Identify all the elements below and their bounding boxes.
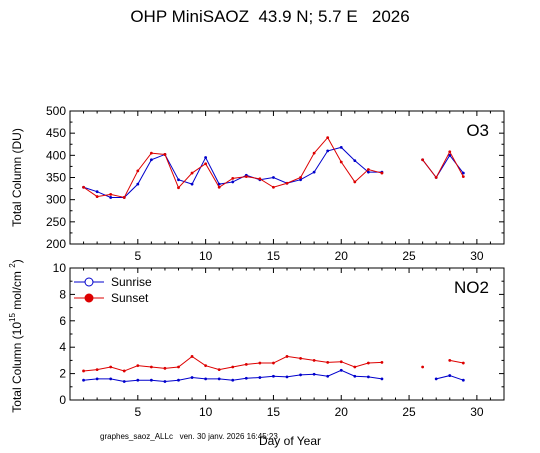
x-tick-label: 25 xyxy=(402,249,416,263)
x-tick-label: 10 xyxy=(199,405,213,419)
data-point xyxy=(380,171,384,175)
series-sunrise xyxy=(82,368,465,383)
y-tick-label: 500 xyxy=(46,104,66,118)
series-sunrise xyxy=(82,145,465,199)
x-tick-label: 15 xyxy=(267,405,281,419)
series-line xyxy=(436,375,464,381)
series-sunset xyxy=(82,355,465,373)
y-axis-label: Total Column (1015 mol/cm 2) xyxy=(8,259,24,412)
x-tick-label: 5 xyxy=(134,249,141,263)
x-tick-label: 30 xyxy=(470,249,484,263)
series-line xyxy=(83,136,383,199)
series-line xyxy=(449,359,464,364)
x-tick-label: 5 xyxy=(134,405,141,419)
y-tick-label: 10 xyxy=(53,261,67,275)
footer-note: graphes_saoz_ALLc ven. 30 janv. 2026 16:… xyxy=(100,432,278,441)
series-line xyxy=(83,146,382,198)
y-tick-label: 0 xyxy=(59,393,66,407)
legend-label-sunrise: Sunrise xyxy=(111,275,152,289)
page-title: OHP MiniSAOZ 43.9 N; 5.7 E 2026 xyxy=(130,7,410,26)
panel-no2: 5 10 15 20 25 30 0 2 4 6 8 10 NO2 Total Column (1015 … xyxy=(8,259,505,448)
series-line xyxy=(83,369,383,383)
y-tick-label: 6 xyxy=(59,314,66,328)
x-tick-label: 20 xyxy=(335,249,349,263)
y-tick-label: 8 xyxy=(59,287,66,301)
x-tick-label: 10 xyxy=(199,249,213,263)
panel-o3: 5 10 15 20 25 30 200 250 300 350 400 450 500 O3 Total … xyxy=(10,104,505,263)
x-axis-label: Day of Year xyxy=(259,434,321,448)
x-tick-label: 15 xyxy=(267,249,281,263)
series-sunset xyxy=(82,136,465,199)
y-tick-label: 450 xyxy=(46,126,66,140)
legend: Sunrise Sunset xyxy=(74,275,152,305)
x-tick-label: 25 xyxy=(402,405,416,419)
legend-marker-sunrise xyxy=(84,277,94,287)
legend-label-sunset: Sunset xyxy=(111,291,149,305)
y-tick-label: 250 xyxy=(46,215,66,229)
series-line xyxy=(83,355,382,372)
y-tick-label: 300 xyxy=(46,193,66,207)
legend-marker-sunset xyxy=(84,293,94,303)
y-tick-label: 200 xyxy=(46,237,66,251)
panel-label: O3 xyxy=(466,121,489,140)
data-point xyxy=(421,365,425,369)
x-tick-label: 30 xyxy=(470,405,484,419)
x-tick-label: 20 xyxy=(335,405,349,419)
y-tick-label: 4 xyxy=(59,340,66,354)
y-tick-label: 350 xyxy=(46,171,66,185)
panel-label: NO2 xyxy=(454,278,489,297)
series-line xyxy=(422,150,464,179)
y-axis-label: Total Column (DU) xyxy=(10,128,24,227)
plot-frame xyxy=(69,110,505,245)
y-tick-label: 400 xyxy=(46,148,66,162)
y-tick-label: 2 xyxy=(59,367,66,381)
